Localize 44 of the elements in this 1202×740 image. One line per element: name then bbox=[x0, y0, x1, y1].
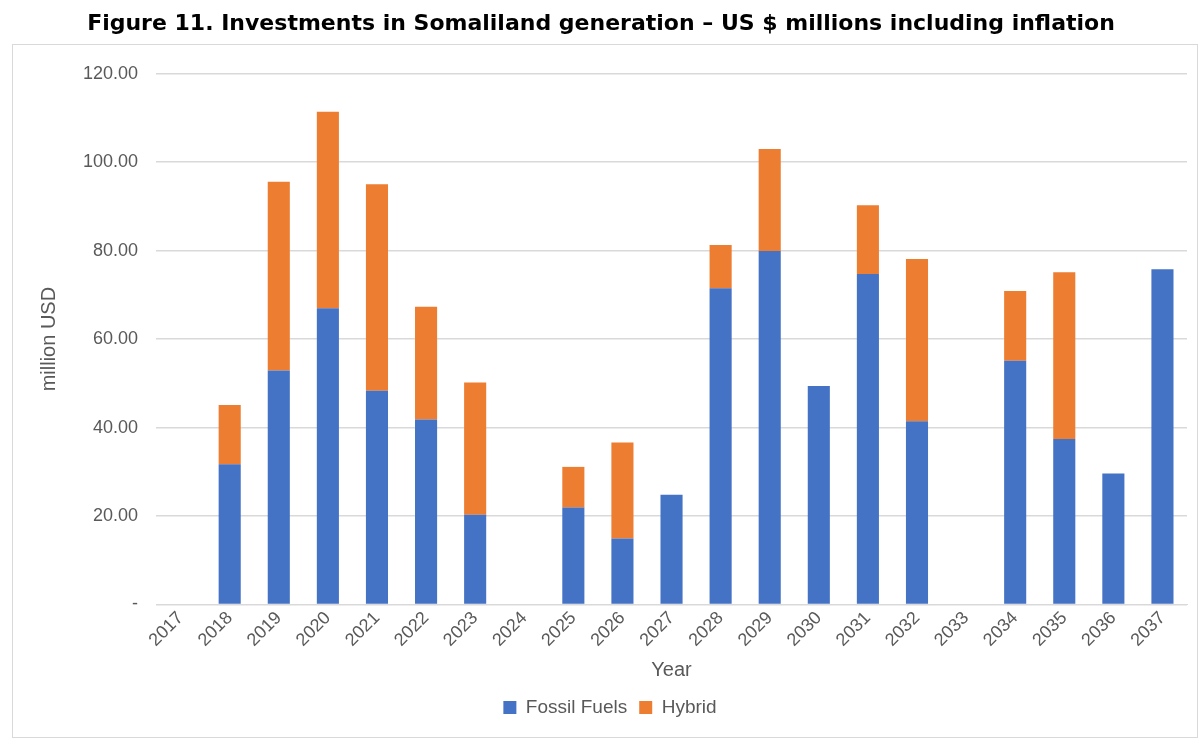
bar bbox=[316, 111, 339, 309]
y-tick-label: - bbox=[132, 593, 139, 614]
y-tick-label: 40.00 bbox=[93, 416, 139, 437]
bar bbox=[415, 306, 438, 420]
y-tick-label: 80.00 bbox=[93, 239, 139, 260]
bar bbox=[415, 419, 438, 604]
bar bbox=[267, 370, 290, 604]
bar bbox=[1102, 473, 1125, 604]
bar bbox=[267, 181, 290, 371]
bar bbox=[1053, 439, 1076, 604]
bar bbox=[365, 184, 389, 391]
bar bbox=[709, 288, 732, 604]
bar bbox=[611, 538, 634, 604]
bar bbox=[365, 390, 389, 604]
legend-label: Hybrid bbox=[661, 695, 717, 717]
bar bbox=[218, 464, 241, 604]
bar bbox=[758, 148, 781, 252]
bar bbox=[611, 442, 634, 539]
y-tick-label: 120.00 bbox=[82, 62, 139, 83]
bar bbox=[856, 274, 879, 604]
bar bbox=[464, 382, 487, 515]
bar bbox=[1004, 360, 1027, 604]
bar bbox=[316, 308, 339, 604]
bar bbox=[905, 259, 929, 422]
bar bbox=[660, 494, 683, 604]
bar bbox=[562, 507, 585, 604]
y-axis-title: million USD bbox=[36, 286, 59, 392]
bar bbox=[562, 466, 585, 508]
bar bbox=[464, 514, 487, 604]
bar bbox=[856, 205, 879, 275]
bar bbox=[1004, 290, 1027, 361]
y-tick-label: 20.00 bbox=[93, 504, 139, 525]
legend-label: Fossil Fuels bbox=[525, 695, 628, 717]
bar bbox=[218, 404, 241, 465]
y-tick-label: 100.00 bbox=[82, 151, 139, 172]
x-axis-title: Year bbox=[651, 657, 693, 680]
bar bbox=[1151, 269, 1174, 604]
bar bbox=[1053, 272, 1076, 440]
chart-title: Figure 11. Investments in Somaliland generation – US $ millions including inflation bbox=[86, 10, 1116, 35]
bar bbox=[905, 421, 929, 604]
bar bbox=[709, 244, 732, 289]
y-tick-label: 60.00 bbox=[93, 328, 139, 349]
bar bbox=[758, 251, 781, 604]
bar bbox=[807, 385, 830, 604]
